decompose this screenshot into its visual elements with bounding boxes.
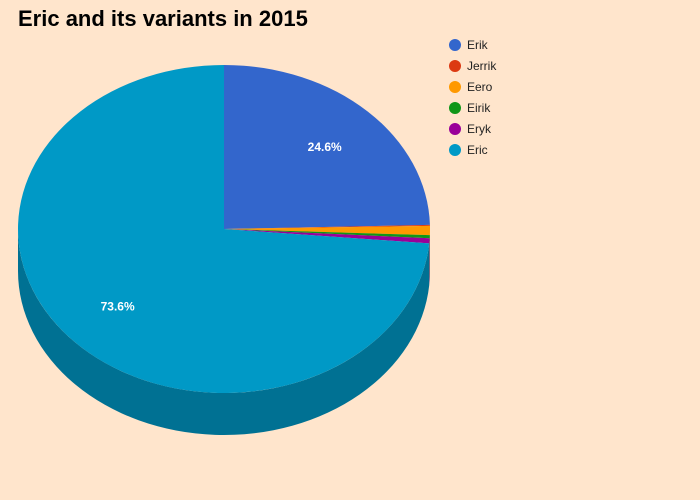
pie-slice-eric[interactable] bbox=[18, 65, 430, 393]
pie-slice-eryk[interactable] bbox=[224, 229, 430, 244]
legend-marker bbox=[449, 101, 461, 114]
legend-item-jerrik[interactable]: Jerrik bbox=[449, 55, 496, 76]
legend-item-eryk[interactable]: Eryk bbox=[449, 118, 496, 139]
legend-label: Erik bbox=[467, 37, 488, 52]
data-label-eric: 73.6% bbox=[101, 300, 135, 314]
pie-side-eric bbox=[18, 229, 430, 436]
legend-label: Eero bbox=[467, 79, 493, 94]
legend-label: Eric bbox=[467, 142, 488, 157]
legend-item-eirik[interactable]: Eirik bbox=[449, 97, 496, 118]
chart-title: Eric and its variants in 2015 bbox=[18, 6, 308, 31]
legend-marker bbox=[449, 80, 461, 93]
legend-item-eric[interactable]: Eric bbox=[449, 139, 496, 160]
legend-label: Eirik bbox=[467, 100, 491, 115]
chart-legend: Erik Jerrik Eero Eirik Eryk Eric bbox=[449, 34, 496, 160]
legend-marker bbox=[449, 143, 461, 156]
pie-slice-eero[interactable] bbox=[224, 225, 431, 236]
pie-slice-eirik[interactable] bbox=[224, 229, 430, 239]
legend-marker bbox=[449, 122, 461, 135]
legend-item-erik[interactable]: Erik bbox=[449, 34, 496, 55]
data-label-erik: 24.6% bbox=[308, 140, 342, 154]
legend-label: Eryk bbox=[467, 121, 491, 136]
legend-item-eero[interactable]: Eero bbox=[449, 76, 496, 97]
legend-marker bbox=[449, 38, 461, 51]
legend-label: Jerrik bbox=[467, 58, 497, 73]
pie-slice-erik[interactable] bbox=[224, 65, 430, 229]
pie-slice-jerrik[interactable] bbox=[224, 224, 430, 229]
legend-marker bbox=[449, 59, 461, 72]
